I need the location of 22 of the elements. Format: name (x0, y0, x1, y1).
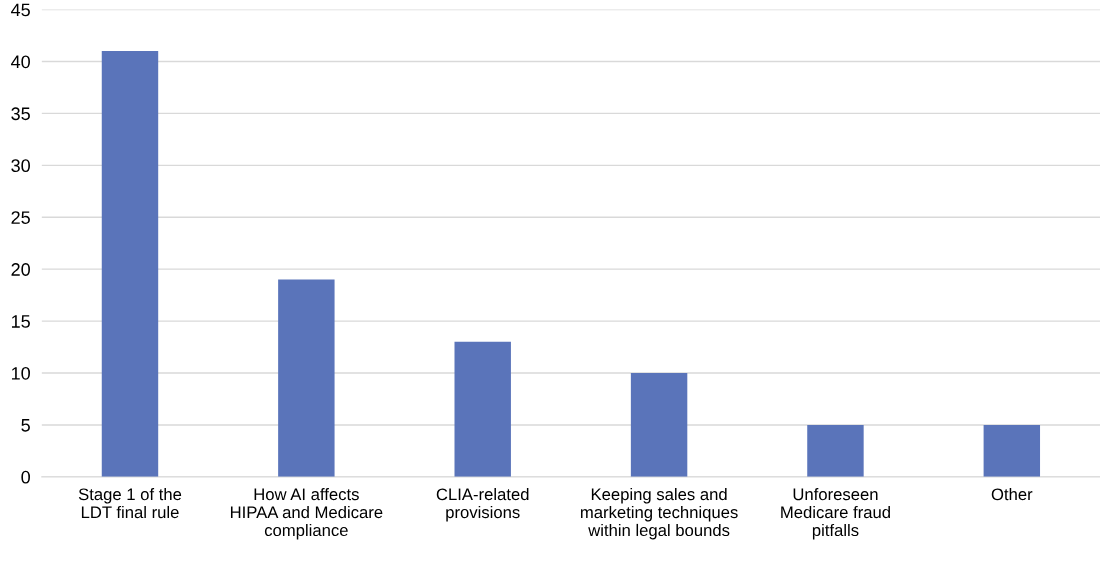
bar (807, 424, 864, 477)
y-tick-label: 10 (11, 366, 30, 380)
x-tick-label: CLIA-related provisions (436, 487, 529, 522)
y-tick-label: 0 (21, 470, 30, 484)
bar (278, 279, 335, 477)
x-tick-label: How AI affects HIPAA and Medicare compliance (230, 487, 383, 540)
x-tick-label: Unforeseen Medicare fraud pitfalls (781, 487, 890, 540)
y-tick-label: 40 (11, 55, 30, 69)
y-tick-label: 30 (11, 159, 30, 173)
y-tick-label: 5 (21, 419, 30, 432)
bar (630, 373, 688, 477)
x-tick-label: Keeping sales and marketing techniques within legal bounds (580, 487, 738, 540)
bar (454, 341, 511, 477)
x-tick-label: Other (991, 487, 1033, 501)
y-tick-label: 25 (11, 211, 30, 224)
y-tick-label: 45 (11, 3, 30, 17)
y-tick-label: 20 (11, 263, 30, 276)
bar (983, 424, 1041, 477)
y-tick-label: 15 (11, 315, 30, 328)
y-tick-label: 35 (11, 107, 30, 121)
bar (101, 51, 159, 477)
x-tick-label: Stage 1 of the LDT final rule (78, 487, 182, 519)
